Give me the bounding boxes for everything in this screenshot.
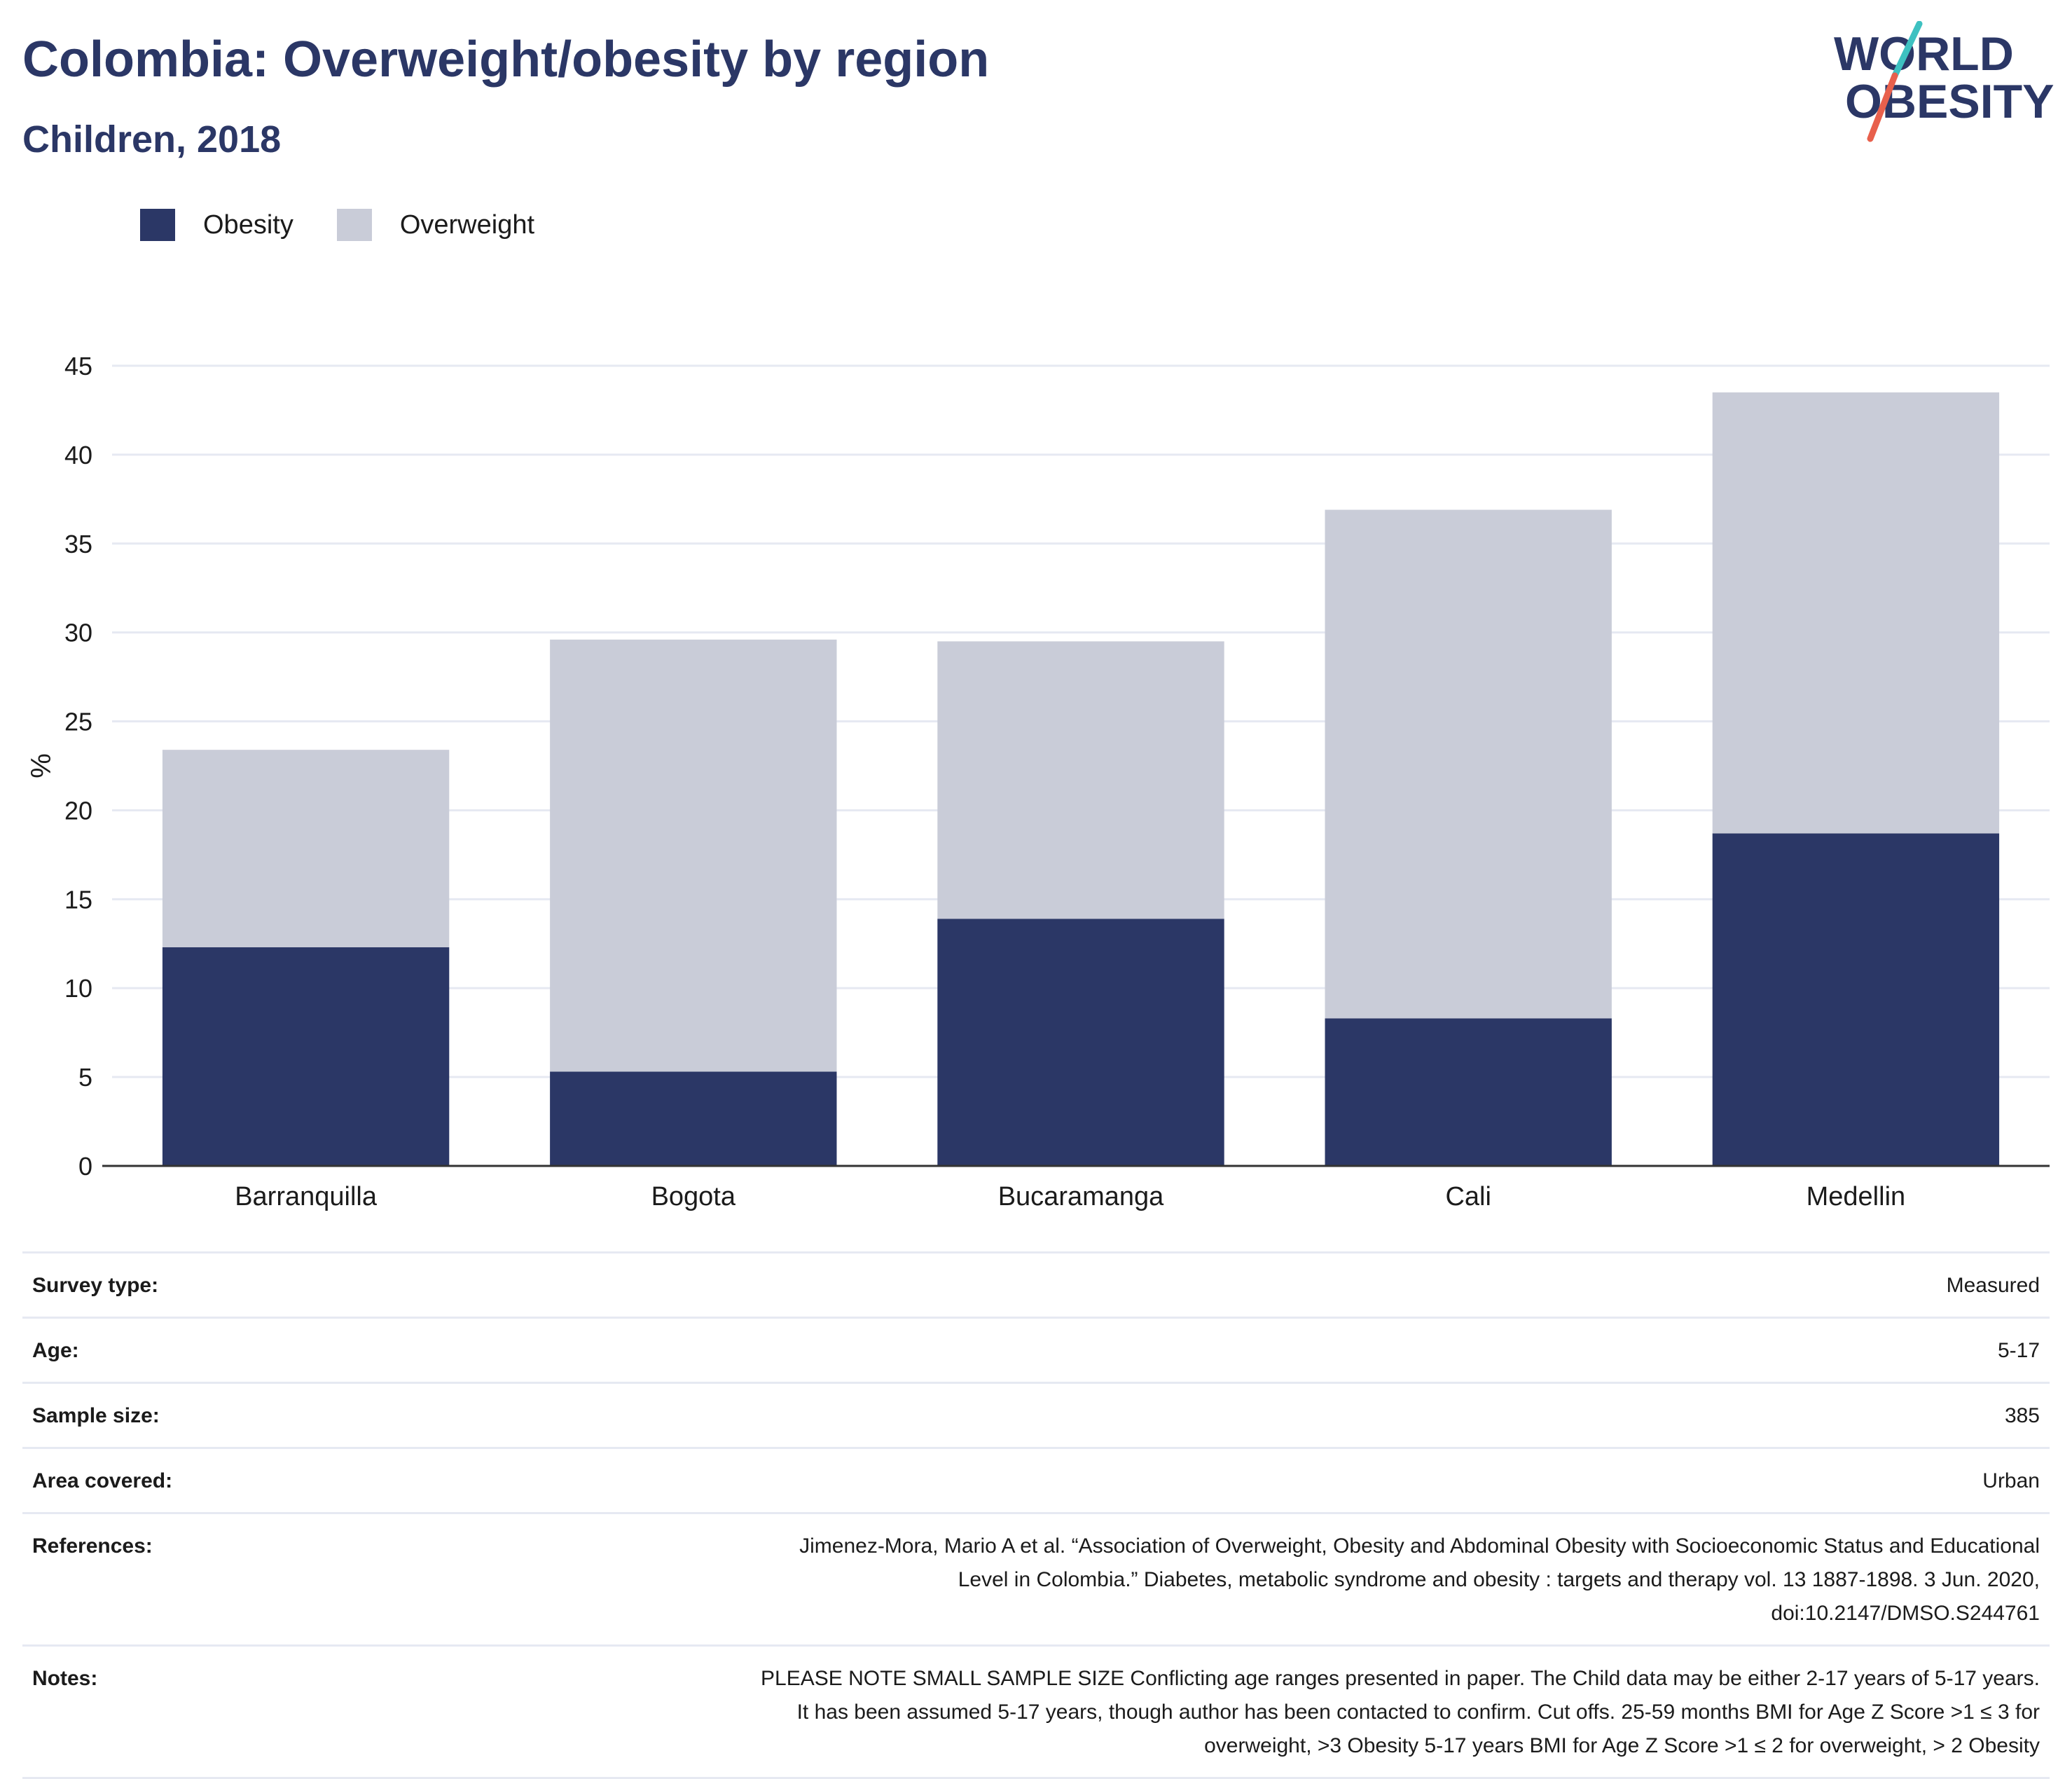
x-tick-label: Bogota xyxy=(651,1182,736,1211)
x-tick-label: Bucaramanga xyxy=(998,1182,1164,1211)
y-tick-label: 5 xyxy=(78,1063,92,1092)
y-tick-label: 20 xyxy=(64,796,92,825)
bar-overweight-bucaramanga xyxy=(937,641,1224,919)
info-value: 5-17 xyxy=(1997,1339,2040,1362)
world-obesity-logo: WORLD OBESITY xyxy=(1834,21,2054,142)
info-label: Age: xyxy=(32,1339,79,1362)
chart-title: Colombia: Overweight/obesity by region xyxy=(22,32,990,88)
x-tick-label: Medellin xyxy=(1807,1182,1906,1211)
info-value: Jimenez-Mora, Mario A et al. “Associatio… xyxy=(532,1513,2050,1646)
bar-obesity-medellin xyxy=(1712,833,2000,1166)
info-value: Measured xyxy=(1946,1274,2040,1297)
logo-slash-bottom xyxy=(1867,72,1898,142)
legend-swatch-overweight xyxy=(336,209,372,241)
logo-slash-top xyxy=(1891,21,1923,79)
bar-obesity-bucaramanga xyxy=(937,919,1224,1166)
info-value-line: doi:10.2147/DMSO.S244761 xyxy=(1771,1602,2040,1625)
info-value-line: Level in Colombia.” Diabetes, metabolic … xyxy=(958,1568,2040,1591)
info-value-line: It has been assumed 5-17 years, though a… xyxy=(796,1701,2040,1724)
info-row: Area covered: Urban xyxy=(22,1448,2050,1513)
info-row: References: Jimenez-Mora, Mario A et al. … xyxy=(22,1513,2050,1646)
bar-obesity-cali xyxy=(1325,1018,1612,1166)
legend-item-overweight[interactable]: Overweight xyxy=(336,209,535,241)
info-label: References: xyxy=(32,1534,153,1558)
logo-text-world: WORLD xyxy=(1834,27,2014,81)
legend-label-overweight: Overweight xyxy=(399,210,535,240)
y-axis-label: % xyxy=(26,753,57,778)
info-value-line: Jimenez-Mora, Mario A et al. “Associatio… xyxy=(799,1534,2040,1558)
y-tick-label: 30 xyxy=(64,619,92,647)
x-tick-label: Cali xyxy=(1445,1182,1491,1211)
info-label: Survey type: xyxy=(32,1274,159,1297)
bar-overweight-cali xyxy=(1325,509,1612,1019)
legend-label-obesity: Obesity xyxy=(203,210,293,240)
y-tick-label: 40 xyxy=(64,441,92,469)
info-label: Area covered: xyxy=(32,1469,173,1492)
info-row: Sample size: 385 xyxy=(22,1382,2050,1448)
info-value-line: overweight, >3 Obesity 5-17 years BMI fo… xyxy=(1204,1734,2040,1757)
info-value: 385 xyxy=(2004,1404,2040,1427)
chart-legend: Obesity Overweight xyxy=(140,209,578,241)
bar-overweight-medellin xyxy=(1712,392,2000,834)
info-row: Notes: PLEASE NOTE SMALL SAMPLE SIZE Conf… xyxy=(22,1645,2050,1778)
info-value: PLEASE NOTE SMALL SAMPLE SIZE Conflictin… xyxy=(532,1646,2050,1778)
info-row: Age: 5-17 xyxy=(22,1317,2050,1383)
bar-overweight-bogota xyxy=(550,639,837,1072)
info-value: Urban xyxy=(1982,1469,2040,1492)
y-tick-label: 45 xyxy=(64,352,92,380)
bar-chart: 0 5 10 15 20 25 30 35 40 45 Barranquilla Bogota Buca… xyxy=(26,352,2050,1211)
info-value-line: PLEASE NOTE SMALL SAMPLE SIZE Conflictin… xyxy=(761,1667,2040,1690)
y-tick-label: 25 xyxy=(64,708,92,736)
chart-subtitle: Children, 2018 xyxy=(22,118,282,160)
y-tick-label: 15 xyxy=(64,885,92,914)
bar-obesity-bogota xyxy=(550,1071,837,1166)
bar-obesity-barranquilla xyxy=(162,947,450,1166)
x-tick-label: Barranquilla xyxy=(235,1182,378,1211)
survey-info-table: Survey type: Measured Age: 5-17 Sample size:… xyxy=(22,1251,2050,1779)
bars xyxy=(162,392,2000,1166)
y-tick-label: 0 xyxy=(78,1152,92,1181)
legend-swatch-obesity xyxy=(140,209,175,241)
bar-overweight-barranquilla xyxy=(162,750,450,947)
y-tick-label: 35 xyxy=(64,530,92,558)
y-tick-label: 10 xyxy=(64,974,92,1003)
axes: 0 5 10 15 20 25 30 35 40 45 Barranquilla Bogota Buca… xyxy=(64,352,2050,1211)
legend-item-obesity[interactable]: Obesity xyxy=(140,209,293,241)
info-label: Notes: xyxy=(32,1667,98,1690)
info-label: Sample size: xyxy=(32,1404,160,1427)
info-row: Survey type: Measured xyxy=(22,1252,2050,1318)
